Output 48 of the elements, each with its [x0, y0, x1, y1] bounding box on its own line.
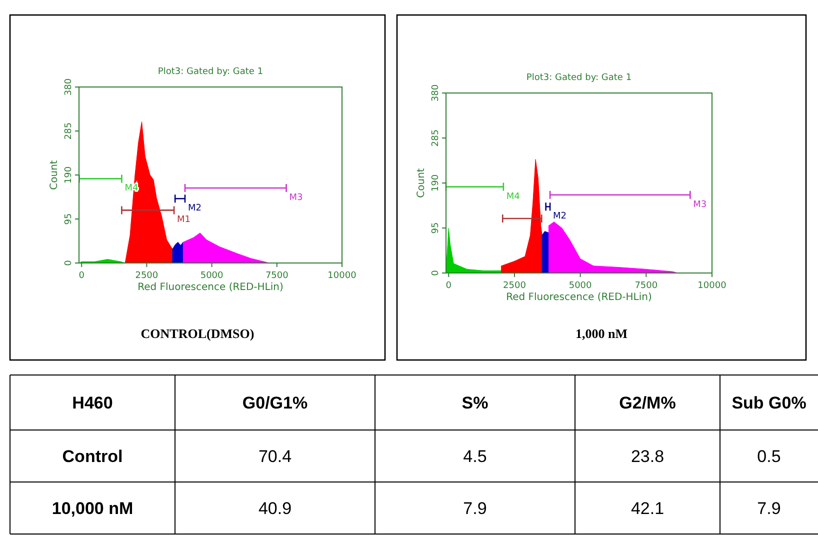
x-tick-label: G0/G1% [242, 394, 308, 412]
x-tick-label: G2/M% [619, 394, 676, 412]
x-tick-label: 10000 [698, 281, 727, 291]
data-label: 23.8 [630, 447, 664, 466]
text: 1,000 nM [576, 326, 628, 341]
x-tick-label: 7500 [265, 271, 289, 281]
x-tick-label: 2500 [135, 271, 158, 281]
data-label: 70.4 [258, 447, 292, 466]
chart-title: Plot3: Gated by: Gate 1 [526, 73, 632, 83]
x-tick-label: S% [462, 394, 488, 412]
legend-label: M1 [177, 215, 191, 226]
x-tick-label: 0 [446, 281, 452, 291]
legend-label: M2 [188, 204, 202, 214]
x-tick-label: 10000 [328, 271, 357, 281]
legend-label: M2 [553, 212, 567, 222]
y-tick-label: 10,000 nM [52, 499, 134, 518]
data-label: 7.9 [463, 499, 487, 518]
data-label: 40.9 [258, 499, 292, 518]
y-tick-label: 380 [64, 78, 74, 96]
data-label: 42.1 [630, 499, 664, 518]
legend-label: M3 [693, 200, 707, 210]
legend-label: M3 [289, 192, 303, 203]
data-label: 7.9 [757, 499, 781, 518]
y-tick-label: 285 [64, 122, 74, 140]
x-axis-title: Red Fluorescence (RED-HLin) [138, 282, 284, 293]
y-tick-label: Control [62, 447, 123, 466]
chart-title: Plot3: Gated by: Gate 1 [158, 67, 264, 77]
y-tick-label: 190 [64, 166, 74, 184]
y-tick-label: 0 [64, 260, 74, 266]
data-label: 4.5 [463, 447, 487, 466]
data-label: 0.5 [757, 447, 781, 466]
y-tick-label: 380 [431, 84, 441, 102]
x-axis-title: Red Fluorescence (RED-HLin) [506, 292, 652, 303]
y-axis-title: Count [416, 168, 427, 198]
y-tick-label: 95 [431, 222, 441, 234]
y-tick-label: 285 [431, 129, 441, 147]
x-tick-label: Sub G0% [732, 394, 806, 412]
y-tick-label: 190 [431, 174, 441, 192]
text: CONTROL(DMSO) [140, 326, 254, 341]
y-axis-title: Count [49, 160, 60, 190]
x-tick-label: 0 [78, 271, 85, 281]
x-tick-label: 2500 [503, 281, 526, 291]
x-tick-label: 5000 [568, 281, 592, 291]
y-tick-label: 95 [64, 213, 74, 225]
legend-label: M4 [506, 192, 520, 202]
x-tick-label: 7500 [634, 281, 658, 291]
x-tick-label: 5000 [200, 271, 224, 281]
chart-title: H460 [72, 394, 113, 412]
